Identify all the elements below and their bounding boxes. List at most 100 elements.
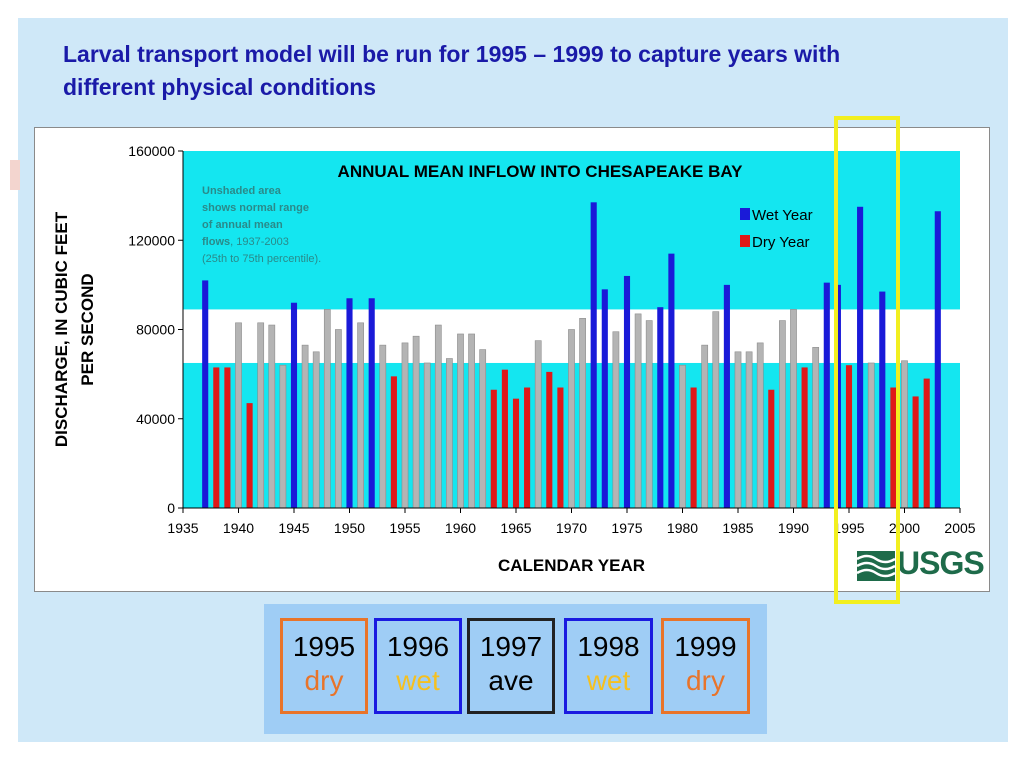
bar-2001	[912, 396, 919, 508]
y-tick-label: 160000	[128, 143, 175, 159]
year-label: 1998	[577, 631, 640, 662]
bar-1974	[612, 331, 620, 509]
bar-1989	[779, 320, 786, 509]
x-tick-label: 1955	[389, 520, 420, 536]
x-tick-label: 1960	[445, 520, 476, 536]
legend-swatch-wet-year	[740, 208, 750, 220]
bar-1969	[557, 387, 564, 508]
bar-1954	[390, 376, 397, 508]
x-tick-label: 2005	[944, 520, 975, 536]
bar-1995	[845, 365, 853, 508]
annotation-line: Unshaded area	[202, 185, 282, 197]
bar-1970	[568, 329, 575, 509]
bar-1946	[301, 344, 309, 509]
bar-1950	[346, 298, 353, 508]
bar-1975	[623, 275, 631, 508]
year-label: 1997	[479, 631, 543, 662]
x-tick-label: 1965	[500, 520, 531, 536]
x-axis-label: CALENDAR YEAR	[498, 556, 645, 575]
x-tick-label: 1980	[667, 520, 698, 536]
bar-1982	[701, 344, 709, 509]
bar-1993	[823, 282, 830, 508]
bar-1938	[213, 367, 220, 508]
bar-1983	[712, 311, 720, 509]
bar-1944	[279, 364, 287, 509]
slide-side-tab	[10, 160, 20, 190]
bar-1987	[756, 342, 764, 509]
year-label: 1999	[674, 631, 737, 662]
bar-1949	[335, 329, 342, 509]
x-tick-label: 1940	[223, 520, 254, 536]
bar-1971	[579, 318, 586, 509]
bar-1967	[534, 340, 542, 509]
bar-1960	[457, 333, 464, 509]
x-tick-label: 1950	[334, 520, 365, 536]
bar-1990	[790, 309, 797, 509]
year-label: 1996	[386, 631, 450, 662]
bar-1992	[812, 347, 820, 509]
bar-1941	[246, 403, 253, 508]
annotation-line: of annual mean	[202, 219, 283, 231]
bar-1991	[801, 367, 808, 508]
x-tick-label: 1945	[278, 520, 309, 536]
usgs-logo-text: USGS	[897, 545, 985, 581]
bar-1979	[668, 253, 675, 508]
bar-1966	[524, 387, 531, 508]
year-condition: wet	[396, 665, 440, 696]
bar-1985	[734, 351, 742, 509]
y-tick-label: 80000	[136, 322, 175, 338]
bar-1977	[645, 320, 653, 509]
bar-1986	[745, 351, 753, 509]
x-tick-label: 1970	[556, 520, 587, 536]
bar-1951	[357, 322, 364, 509]
bar-1968	[546, 371, 553, 508]
bar-1940	[235, 322, 242, 509]
year-box-1996: 1996 wet	[374, 618, 462, 714]
bar-1952	[368, 298, 375, 508]
y-tick-label: 0	[167, 500, 175, 516]
annotation-line: flows, 1937-2003	[202, 236, 289, 248]
x-tick-label: 1990	[778, 520, 809, 536]
bar-1978	[657, 307, 664, 508]
x-tick-label: 1935	[167, 520, 198, 536]
bar-1999	[890, 387, 897, 508]
x-tick-label: 1985	[722, 520, 753, 536]
bar-1972	[590, 202, 597, 508]
bar-1996	[857, 206, 864, 508]
bar-1981	[690, 387, 697, 508]
slide-title: Larval transport model will be run for 1…	[63, 41, 841, 100]
legend-label: Dry Year	[752, 234, 810, 251]
bar-1942	[257, 322, 265, 509]
bar-1943	[268, 324, 276, 509]
bar-1948	[323, 309, 331, 509]
year-condition: dry	[686, 665, 725, 696]
year-box-1995: 1995 dry	[280, 618, 368, 714]
bar-1965	[512, 398, 520, 508]
y-tick-label: 120000	[128, 232, 175, 248]
chart-svg: 0 40000 80000 120000 160000 1935 1940 1945 1950 1…	[52, 143, 976, 575]
legend-swatch-dry-year	[740, 235, 750, 247]
bar-1961	[468, 333, 475, 509]
year-condition: dry	[304, 665, 344, 696]
annotation-line: shows normal range	[202, 202, 309, 214]
year-condition: ave	[488, 665, 534, 696]
bar-1958	[434, 324, 442, 509]
bar-1955	[401, 342, 409, 509]
bar-1998	[879, 291, 886, 508]
usgs-wave-icon	[857, 551, 895, 581]
bar-1980	[679, 364, 686, 509]
bar-2003	[934, 211, 941, 508]
bar-1956	[412, 335, 420, 509]
bar-1984	[723, 284, 730, 508]
annotation-line: (25th to 75th percentile).	[202, 253, 321, 265]
bar-2000	[901, 360, 908, 509]
bar-1959	[446, 358, 453, 509]
chart-frame: 0 40000 80000 120000 160000 1935 1940 1945 1950 1…	[34, 127, 990, 592]
bar-1963	[490, 389, 497, 508]
legend-label: Wet Year	[752, 207, 813, 224]
year-condition: wet	[586, 665, 631, 696]
bar-1957	[423, 362, 431, 509]
year-box-1997: 1997 ave	[467, 618, 555, 714]
bar-1939	[224, 367, 231, 508]
bar-1947	[312, 351, 320, 509]
